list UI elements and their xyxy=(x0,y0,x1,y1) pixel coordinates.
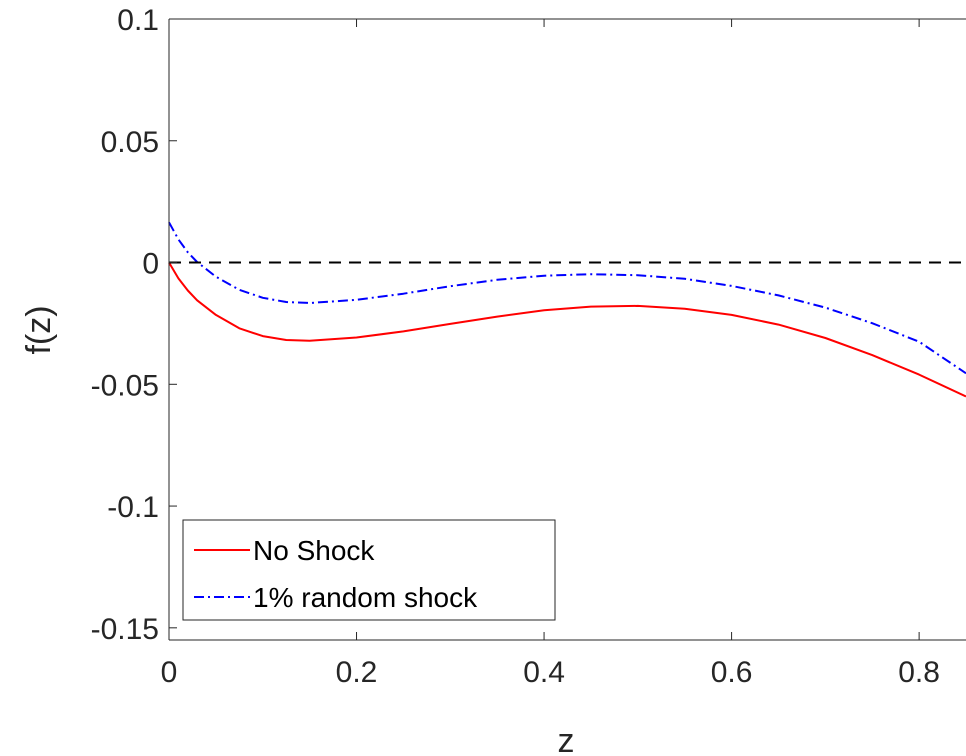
x-axis-label: z xyxy=(558,722,575,756)
x-tick-label: 0.8 xyxy=(898,656,940,689)
legend-box xyxy=(182,519,556,621)
x-tick-label: 0 xyxy=(161,656,178,689)
ticks: 0 0.2 0.4 0.6 0.8 0.1 0.05 0 -0.05 -0.1 -0.15 xyxy=(91,4,940,689)
legend-label-no-shock: No Shock xyxy=(253,535,375,566)
x-tick-label: 0.2 xyxy=(336,656,378,689)
y-axis-label: f(z) xyxy=(20,305,58,354)
axes xyxy=(168,18,966,641)
plot-lines xyxy=(168,221,966,398)
y-tick-label: -0.05 xyxy=(91,369,159,402)
y-tick-label: 0 xyxy=(142,248,159,281)
series-line-1-random-shock xyxy=(168,221,966,375)
x-tick-label: 0.6 xyxy=(711,656,753,689)
x-tick-label: 0.4 xyxy=(523,656,565,689)
y-tick-label: -0.15 xyxy=(91,613,159,646)
legend: No Shock 1% random shock xyxy=(182,519,556,621)
y-tick-label: 0.05 xyxy=(101,126,159,159)
y-tick-label: 0.1 xyxy=(117,4,159,37)
y-tick-label: -0.1 xyxy=(107,491,159,524)
legend-label-random-shock: 1% random shock xyxy=(253,582,478,613)
series-line-no-shock xyxy=(168,261,966,398)
